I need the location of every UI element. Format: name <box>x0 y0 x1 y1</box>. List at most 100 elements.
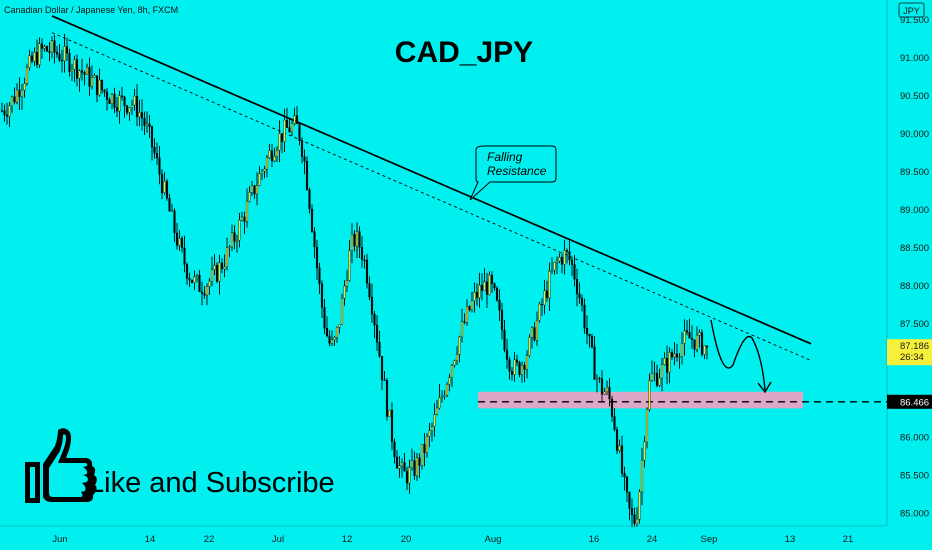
candle-body <box>38 43 41 65</box>
candle-body <box>178 238 181 246</box>
currency-badge[interactable]: JPY <box>903 6 920 16</box>
support-price-value: 86.466 <box>900 397 929 408</box>
candle-body <box>515 359 519 363</box>
candle-body <box>623 473 626 478</box>
candle-body <box>675 353 679 358</box>
candle-body <box>63 46 66 61</box>
currency-badge-frame[interactable] <box>898 2 925 18</box>
candle-body <box>15 89 19 103</box>
candle-body <box>150 126 154 148</box>
candle-body <box>73 59 76 70</box>
candle-body <box>273 156 276 162</box>
candle-body <box>310 208 314 232</box>
time-tick-label: 12 <box>342 534 353 545</box>
candle-body <box>645 409 649 443</box>
candle-body <box>615 429 619 451</box>
candle-body <box>455 354 459 361</box>
candle-body <box>530 327 534 338</box>
candle-body <box>358 231 361 248</box>
candle-body <box>440 396 444 398</box>
candle-body <box>598 377 601 380</box>
price-tick-label: 91.500 <box>900 15 929 26</box>
candle-body <box>483 281 486 291</box>
candle-body <box>115 107 119 112</box>
candle-body <box>635 518 639 524</box>
candle-body <box>398 465 401 469</box>
candle-body <box>128 107 131 113</box>
candle-body <box>438 397 441 409</box>
candle-body <box>413 460 416 476</box>
candle-body <box>628 492 631 509</box>
candle-body <box>503 329 506 351</box>
candle-body <box>35 52 39 65</box>
candle-body <box>263 168 266 172</box>
candle-body <box>333 337 336 340</box>
candle-body <box>155 153 159 159</box>
candle-body <box>93 75 96 78</box>
candle-body <box>698 332 701 336</box>
candle-body <box>290 123 294 133</box>
candle-body <box>338 324 341 328</box>
candle-body <box>70 69 74 72</box>
candle-body <box>678 356 681 358</box>
candle-body <box>23 83 26 91</box>
candle-body <box>110 94 114 104</box>
candle-body <box>653 372 656 375</box>
candle-body <box>630 508 634 516</box>
candle-body <box>153 147 156 154</box>
support-price-tag: 86.466 <box>887 394 932 409</box>
candle-body <box>633 514 636 524</box>
candle-body <box>603 391 606 395</box>
candle-body <box>43 46 46 49</box>
candle-body <box>365 259 369 284</box>
candle-body <box>600 378 604 395</box>
candle-body <box>553 262 556 271</box>
candle-body <box>205 286 209 296</box>
candle-body <box>173 210 176 234</box>
time-tick-label: Jul <box>272 534 284 545</box>
candle-body <box>560 257 564 265</box>
candle-body <box>123 96 126 106</box>
candle-body <box>563 250 566 265</box>
candle-body <box>165 181 169 199</box>
candle-body <box>465 306 469 323</box>
candle-body <box>370 296 374 315</box>
candle-body <box>30 55 34 62</box>
candle-body <box>498 300 501 311</box>
candle-body <box>220 262 224 269</box>
candle-body <box>683 330 686 344</box>
candle-body <box>580 297 584 306</box>
candle-body <box>505 349 509 360</box>
candle-body <box>45 46 49 52</box>
candle-body <box>385 380 389 417</box>
candle-body <box>433 414 436 427</box>
candle-body <box>145 123 149 126</box>
candle-body <box>500 309 504 331</box>
candle-body <box>390 409 394 443</box>
candle-body <box>215 265 219 282</box>
candle-body <box>518 362 521 375</box>
candle-body <box>648 380 651 410</box>
price-tick-label: 90.000 <box>900 129 929 140</box>
candle-body <box>348 250 351 281</box>
candle-body <box>695 335 699 350</box>
candle-body <box>3 110 6 116</box>
candle-body <box>400 462 404 466</box>
candle-body <box>140 112 144 119</box>
candle-body <box>0 110 4 112</box>
candle-body <box>88 67 91 87</box>
candle-body <box>640 460 644 493</box>
candle-body <box>360 247 364 261</box>
candle-body <box>588 334 591 337</box>
time-axis[interactable]: Jun 14 22 Jul 12 20 Aug 16 24 Sep 13 21 <box>0 525 887 545</box>
candle-body <box>293 115 296 124</box>
candle-body <box>638 491 641 520</box>
candle-body <box>595 377 599 380</box>
candle-body <box>680 343 684 357</box>
candle-body <box>198 275 201 292</box>
time-tick-label: 21 <box>843 534 854 545</box>
candle-body <box>320 283 324 308</box>
candle-body <box>495 287 499 301</box>
